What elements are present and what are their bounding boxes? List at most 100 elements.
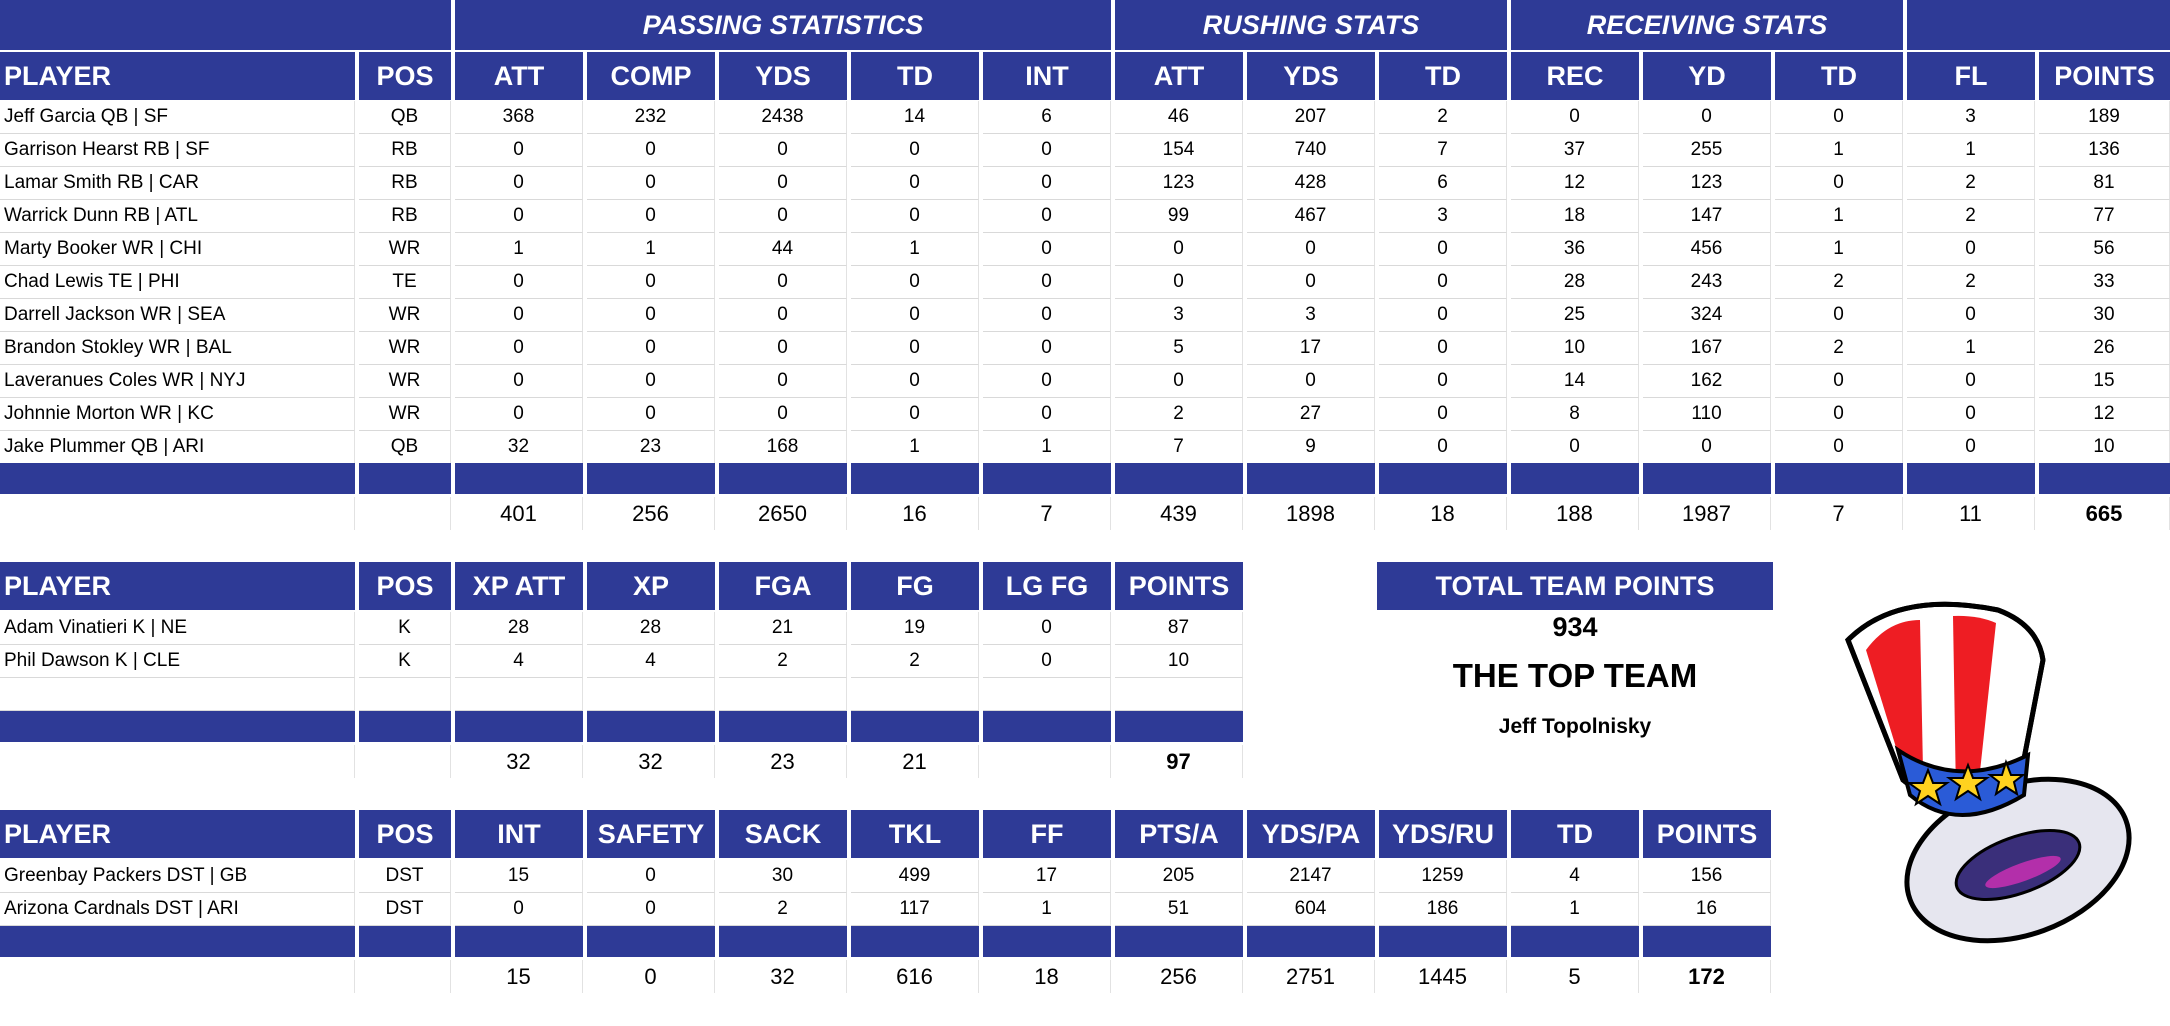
kick-cell-r2-c1 [359,678,451,711]
kick-cell-r0-c1: K [359,612,451,645]
main-cell-r7-c7: 5 [1115,332,1243,365]
main-cell-r1-c6: 0 [983,134,1111,167]
def-cell-r1-c5: 117 [851,893,979,926]
main-header-7: ATT [1115,52,1243,100]
main-cell-r2-c1: RB [359,167,451,200]
def-header-6: FF [983,810,1111,858]
main-cell-r5-c0: Chad Lewis TE | PHI [0,266,355,299]
main-separator-bar [1643,463,1771,494]
main-cell-r7-c0: Brandon Stokley WR | BAL [0,332,355,365]
main-cell-r3-c8: 467 [1247,200,1375,233]
main-cell-r6-c2: 0 [455,299,583,332]
main-total-3: 256 [587,497,715,530]
kick-cell-r0-c4: 21 [719,612,847,645]
kick-header-7: POINTS [1115,562,1243,610]
main-cell-r4-c2: 1 [455,233,583,266]
kick-cell-r1-c7: 10 [1115,645,1243,678]
main-cell-r0-c0: Jeff Garcia QB | SF [0,101,355,134]
main-cell-r4-c12: 1 [1775,233,1903,266]
def-cell-r1-c6: 1 [983,893,1111,926]
main-total-10: 188 [1511,497,1639,530]
main-cell-r0-c1: QB [359,101,451,134]
main-cell-r8-c14: 15 [2039,365,2170,398]
main-header-13: FL [1907,52,2035,100]
kick-cell-r0-c0: Adam Vinatieri K | NE [0,612,355,645]
main-total-5: 16 [851,497,979,530]
main-cell-r8-c13: 0 [1907,365,2035,398]
def-total-8: 2751 [1247,960,1375,993]
main-header-14: POINTS [2039,52,2170,100]
main-header-3: COMP [587,52,715,100]
def-header-0: PLAYER [0,810,355,858]
group-header-rushing: RUSHING STATS [1115,0,1507,50]
main-cell-r5-c7: 0 [1115,266,1243,299]
main-cell-r1-c12: 1 [1775,134,1903,167]
main-cell-r3-c4: 0 [719,200,847,233]
def-cell-r1-c7: 51 [1115,893,1243,926]
def-cell-r0-c9: 1259 [1379,860,1507,893]
main-cell-r8-c7: 0 [1115,365,1243,398]
main-cell-r0-c3: 232 [587,101,715,134]
main-separator-bar [1247,463,1375,494]
main-cell-r8-c2: 0 [455,365,583,398]
kick-separator-bar [851,711,979,742]
main-cell-r10-c1: QB [359,431,451,464]
main-cell-r4-c6: 0 [983,233,1111,266]
main-cell-r5-c11: 243 [1643,266,1771,299]
main-cell-r0-c4: 2438 [719,101,847,134]
kick-header-1: POS [359,562,451,610]
main-cell-r1-c2: 0 [455,134,583,167]
main-cell-r10-c5: 1 [851,431,979,464]
main-cell-r6-c0: Darrell Jackson WR | SEA [0,299,355,332]
main-cell-r9-c6: 0 [983,398,1111,431]
main-header-10: REC [1511,52,1639,100]
main-cell-r10-c2: 32 [455,431,583,464]
def-cell-r0-c11: 156 [1643,860,1771,893]
main-cell-r6-c1: WR [359,299,451,332]
def-total-4: 32 [719,960,847,993]
main-cell-r9-c3: 0 [587,398,715,431]
def-cell-r1-c4: 2 [719,893,847,926]
main-cell-r8-c3: 0 [587,365,715,398]
main-cell-r8-c9: 0 [1379,365,1507,398]
def-header-9: YDS/RU [1379,810,1507,858]
main-cell-r7-c1: WR [359,332,451,365]
main-cell-r2-c8: 428 [1247,167,1375,200]
main-cell-r9-c10: 8 [1511,398,1639,431]
main-header-4: YDS [719,52,847,100]
main-cell-r10-c12: 0 [1775,431,1903,464]
main-cell-r3-c11: 147 [1643,200,1771,233]
main-cell-r7-c4: 0 [719,332,847,365]
main-cell-r5-c13: 2 [1907,266,2035,299]
main-header-11: YD [1643,52,1771,100]
def-header-5: TKL [851,810,979,858]
kick-total-3: 32 [587,745,715,778]
main-cell-r1-c14: 136 [2039,134,2170,167]
def-header-8: YDS/PA [1247,810,1375,858]
main-cell-r9-c14: 12 [2039,398,2170,431]
kick-cell-r2-c2 [455,678,583,711]
kick-cell-r1-c0: Phil Dawson K | CLE [0,645,355,678]
def-separator-bar [0,926,355,957]
def-header-7: PTS/A [1115,810,1243,858]
main-separator-bar [851,463,979,494]
main-separator-bar [0,463,355,494]
def-cell-r1-c10: 1 [1511,893,1639,926]
kick-cell-r2-c5 [851,678,979,711]
main-cell-r6-c14: 30 [2039,299,2170,332]
main-cell-r3-c9: 3 [1379,200,1507,233]
def-header-11: POINTS [1643,810,1771,858]
main-cell-r1-c11: 255 [1643,134,1771,167]
main-cell-r3-c7: 99 [1115,200,1243,233]
kick-total-6 [983,745,1111,778]
main-cell-r2-c2: 0 [455,167,583,200]
kick-cell-r0-c6: 0 [983,612,1111,645]
main-cell-r2-c14: 81 [2039,167,2170,200]
def-cell-r1-c8: 604 [1247,893,1375,926]
def-separator-bar [1379,926,1507,957]
main-cell-r4-c7: 0 [1115,233,1243,266]
main-cell-r9-c13: 0 [1907,398,2035,431]
group-header-receiving: RECEIVING STATS [1511,0,1903,50]
main-total-13: 11 [1907,497,2035,530]
main-cell-r6-c12: 0 [1775,299,1903,332]
